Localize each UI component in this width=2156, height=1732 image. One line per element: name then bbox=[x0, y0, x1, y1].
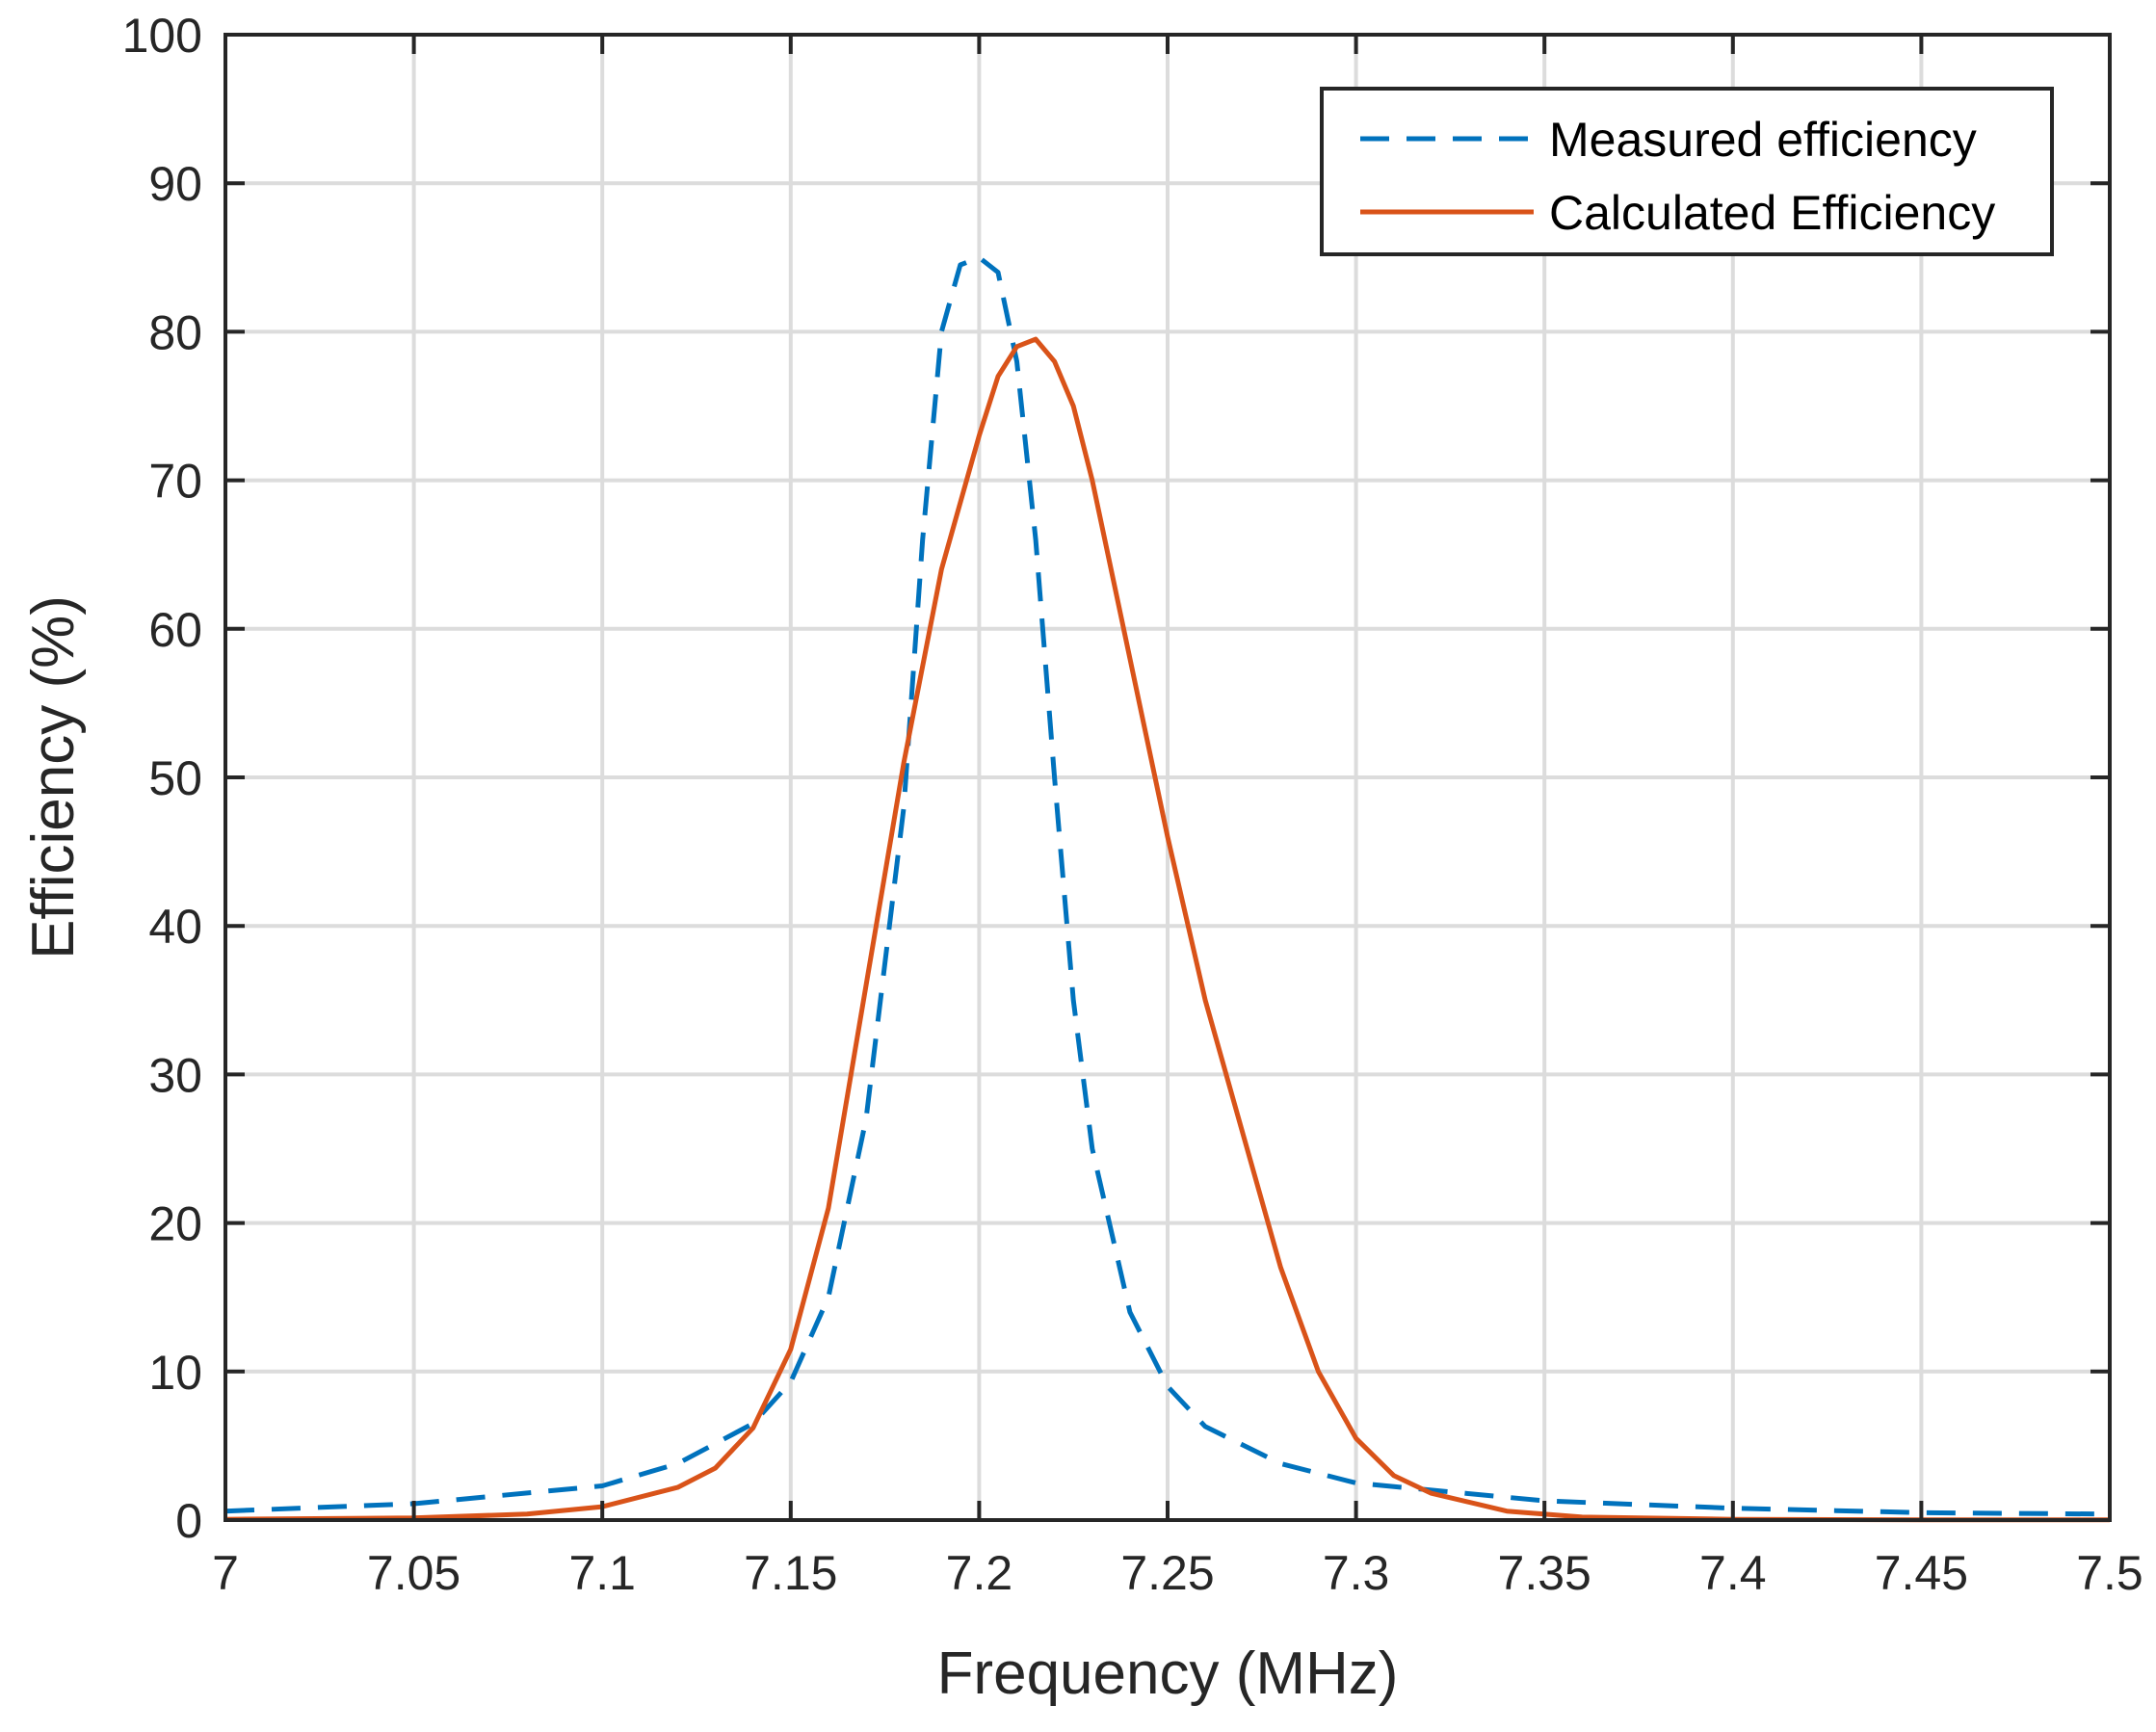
x-tick-label: 7.05 bbox=[367, 1546, 460, 1600]
y-tick-label: 10 bbox=[148, 1346, 202, 1400]
x-tick-label: 7.25 bbox=[1120, 1546, 1214, 1600]
legend-label: Measured efficiency bbox=[1549, 113, 1977, 167]
x-tick-label: 7.15 bbox=[744, 1546, 837, 1600]
x-tick-label: 7.45 bbox=[1875, 1546, 1968, 1600]
x-tick-label: 7.1 bbox=[568, 1546, 636, 1600]
y-tick-label: 40 bbox=[148, 900, 202, 954]
x-tick-label: 7.2 bbox=[946, 1546, 1013, 1600]
y-tick-label: 100 bbox=[122, 9, 202, 63]
y-tick-label: 70 bbox=[148, 455, 202, 509]
y-tick-label: 30 bbox=[148, 1048, 202, 1102]
x-tick-label: 7.35 bbox=[1498, 1546, 1591, 1600]
y-tick-label: 90 bbox=[148, 157, 202, 211]
x-tick-label: 7.3 bbox=[1323, 1546, 1390, 1600]
x-axis-label: Frequency (MHz) bbox=[937, 1640, 1399, 1707]
y-tick-label: 60 bbox=[148, 603, 202, 657]
legend-label: Calculated Efficiency bbox=[1549, 186, 1995, 240]
legend: Measured efficiency Calculated Efficiency bbox=[1322, 89, 2052, 254]
y-axis-label: Efficiency (%) bbox=[20, 595, 87, 959]
efficiency-chart: 7 7.05 7.1 7.15 7.2 7.25 7.3 7.35 7.4 7.45 7.5 0 10 2… bbox=[0, 0, 2156, 1732]
y-tick-label: 20 bbox=[148, 1197, 202, 1251]
y-tick-label: 80 bbox=[148, 305, 202, 359]
y-tick-label: 50 bbox=[148, 751, 202, 805]
x-tick-label: 7.4 bbox=[1699, 1546, 1767, 1600]
y-tick-label: 0 bbox=[175, 1494, 202, 1548]
x-tick-label: 7 bbox=[212, 1546, 239, 1600]
x-tick-label: 7.5 bbox=[2076, 1546, 2143, 1600]
